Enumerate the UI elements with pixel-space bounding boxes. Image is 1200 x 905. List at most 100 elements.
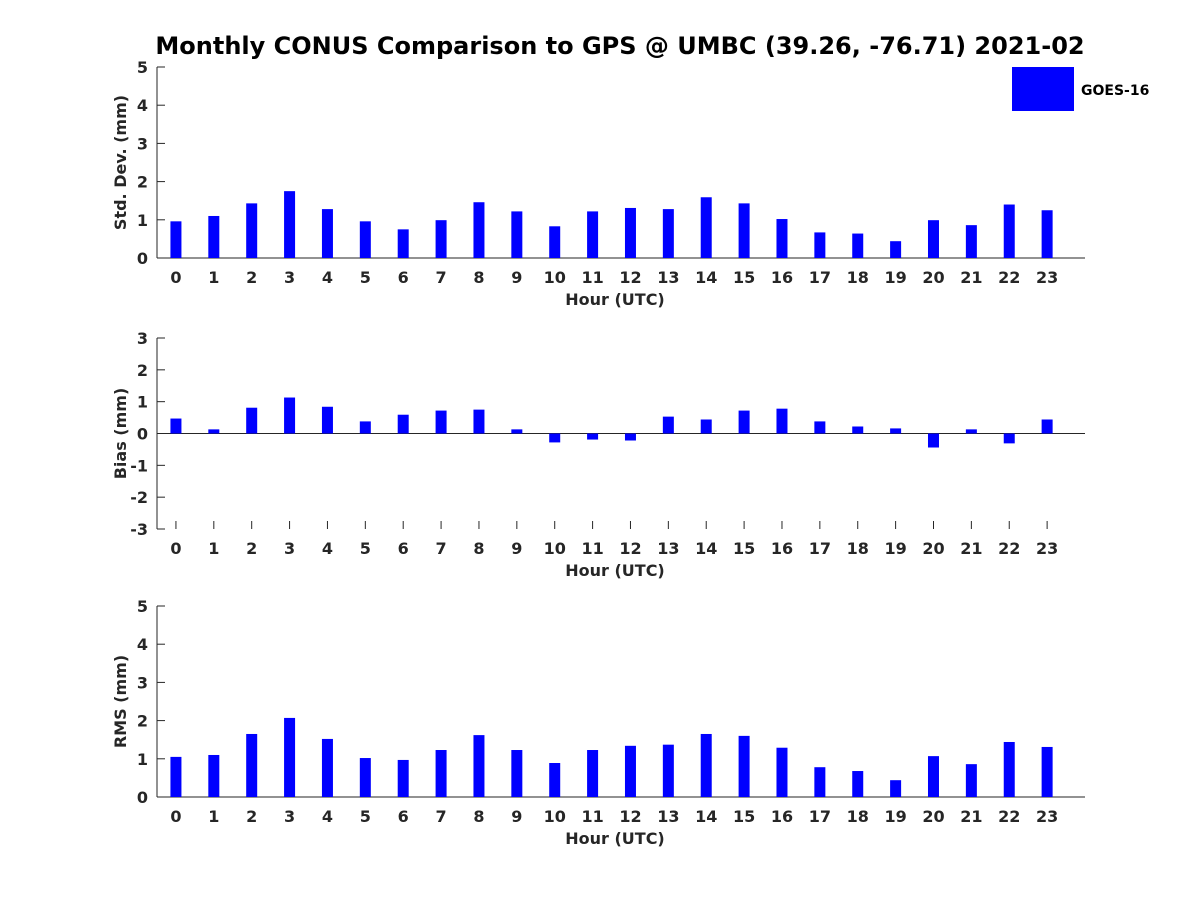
bar bbox=[852, 233, 864, 258]
x-tick-label: 8 bbox=[473, 539, 484, 558]
y-tick-label: 5 bbox=[137, 597, 148, 616]
y-tick-label: -1 bbox=[130, 456, 148, 475]
x-tick-label: 14 bbox=[695, 268, 717, 287]
x-tick-label: 8 bbox=[473, 807, 484, 826]
bar bbox=[435, 410, 447, 434]
bar bbox=[321, 209, 333, 258]
x-tick-label: 1 bbox=[208, 807, 219, 826]
x-tick-label: 2 bbox=[246, 807, 257, 826]
bar bbox=[700, 419, 712, 434]
x-tick-label: 5 bbox=[360, 268, 371, 287]
bar bbox=[284, 191, 296, 258]
x-tick-label: 23 bbox=[1036, 539, 1058, 558]
bar bbox=[397, 759, 409, 797]
bar bbox=[587, 750, 599, 797]
bar bbox=[814, 232, 826, 258]
y-tick-label: 5 bbox=[137, 58, 148, 77]
y-tick-label: 3 bbox=[137, 673, 148, 692]
x-tick-label: 3 bbox=[284, 268, 295, 287]
y-tick-label: 2 bbox=[137, 173, 148, 192]
bar bbox=[662, 209, 674, 258]
x-tick-label: 18 bbox=[847, 807, 869, 826]
bar bbox=[170, 418, 182, 434]
x-tick-label: 0 bbox=[170, 807, 181, 826]
bar bbox=[549, 763, 561, 797]
y-tick-label: 2 bbox=[137, 712, 148, 731]
y-tick-label: 4 bbox=[137, 635, 148, 654]
x-axis-label: Hour (UTC) bbox=[565, 290, 665, 309]
x-tick-label: 17 bbox=[809, 268, 831, 287]
y-tick-label: 1 bbox=[137, 211, 148, 230]
chart-title: Monthly CONUS Comparison to GPS @ UMBC (… bbox=[155, 32, 1084, 60]
y-tick-label: 2 bbox=[137, 361, 148, 380]
bar bbox=[397, 229, 409, 258]
x-tick-label: 19 bbox=[884, 807, 906, 826]
bar bbox=[511, 211, 523, 258]
x-tick-label: 1 bbox=[208, 539, 219, 558]
x-tick-label: 11 bbox=[581, 539, 603, 558]
bar bbox=[284, 717, 296, 797]
legend-label: GOES-16 bbox=[1081, 83, 1149, 99]
y-tick-label: -3 bbox=[130, 520, 148, 539]
x-tick-label: 13 bbox=[657, 539, 679, 558]
x-tick-label: 0 bbox=[170, 268, 181, 287]
x-tick-label: 21 bbox=[960, 539, 982, 558]
x-tick-label: 3 bbox=[284, 807, 295, 826]
bar bbox=[284, 397, 296, 434]
x-axis-label: Hour (UTC) bbox=[565, 561, 665, 580]
bar bbox=[321, 406, 333, 434]
bar bbox=[473, 735, 485, 797]
y-tick-label: 4 bbox=[137, 96, 148, 115]
bar bbox=[1003, 741, 1015, 797]
bar bbox=[662, 416, 674, 434]
bar bbox=[1041, 210, 1053, 258]
bar bbox=[814, 767, 826, 797]
x-tick-label: 21 bbox=[960, 268, 982, 287]
y-tick-label: 0 bbox=[137, 425, 148, 444]
bar bbox=[662, 744, 674, 797]
bar bbox=[700, 733, 712, 797]
bar bbox=[1003, 433, 1015, 444]
x-tick-label: 4 bbox=[322, 268, 333, 287]
bar bbox=[170, 756, 182, 797]
x-tick-label: 1 bbox=[208, 268, 219, 287]
x-tick-label: 5 bbox=[360, 539, 371, 558]
x-tick-label: 8 bbox=[473, 268, 484, 287]
bar bbox=[965, 225, 977, 258]
x-tick-label: 17 bbox=[809, 539, 831, 558]
bar bbox=[359, 421, 371, 434]
x-tick-label: 13 bbox=[657, 807, 679, 826]
bar bbox=[587, 211, 599, 258]
bar bbox=[170, 221, 182, 258]
y-tick-label: -2 bbox=[130, 488, 148, 507]
bar bbox=[397, 414, 409, 434]
bar bbox=[435, 750, 447, 797]
x-tick-label: 13 bbox=[657, 268, 679, 287]
x-tick-label: 20 bbox=[922, 807, 944, 826]
y-axis-label: RMS (mm) bbox=[111, 655, 130, 748]
bar bbox=[890, 241, 902, 258]
bar bbox=[246, 203, 258, 258]
x-tick-label: 2 bbox=[246, 268, 257, 287]
bar bbox=[927, 220, 939, 258]
bar bbox=[890, 428, 902, 434]
x-tick-label: 18 bbox=[847, 268, 869, 287]
bar bbox=[776, 408, 788, 434]
x-tick-label: 9 bbox=[511, 539, 522, 558]
bar bbox=[549, 433, 561, 443]
x-tick-label: 15 bbox=[733, 268, 755, 287]
y-axis-label: Bias (mm) bbox=[111, 388, 130, 480]
x-tick-label: 5 bbox=[360, 807, 371, 826]
bar bbox=[852, 771, 864, 797]
y-tick-label: 0 bbox=[137, 788, 148, 807]
x-tick-label: 6 bbox=[398, 807, 409, 826]
x-tick-label: 7 bbox=[436, 268, 447, 287]
x-tick-label: 6 bbox=[398, 268, 409, 287]
x-tick-label: 18 bbox=[847, 539, 869, 558]
x-tick-label: 11 bbox=[581, 807, 603, 826]
bar bbox=[700, 197, 712, 258]
bar bbox=[776, 747, 788, 797]
